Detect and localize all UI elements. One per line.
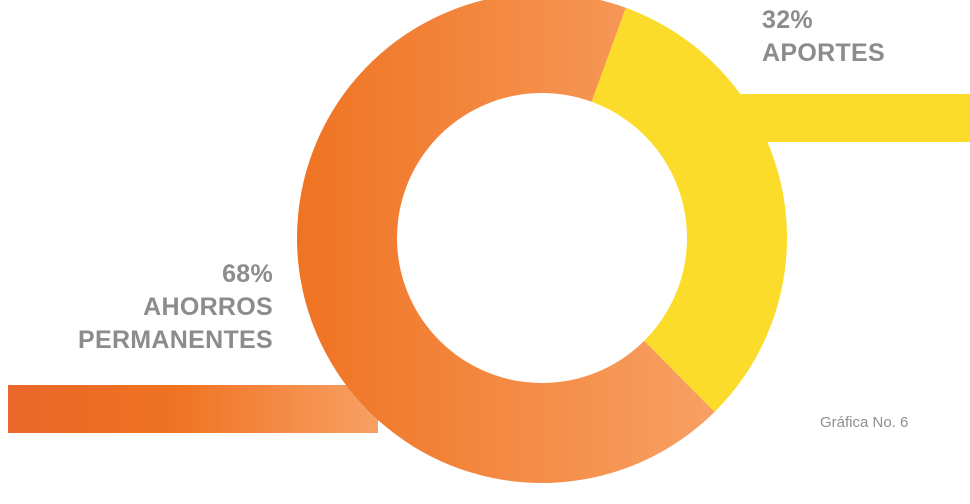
label-aportes: 32% APORTES — [762, 4, 885, 70]
aportes-percent: 32% — [762, 6, 813, 34]
chart-caption: Gráfica No. 6 — [820, 414, 909, 431]
ahorros-name-line1: AHORROS — [143, 293, 273, 321]
slice-aportes — [591, 7, 787, 412]
leader-bar-ahorros — [8, 385, 378, 433]
aportes-name: APORTES — [762, 39, 885, 67]
ahorros-percent: 68% — [222, 260, 273, 288]
chart-marks — [8, 0, 970, 483]
label-ahorros: 68% AHORROS PERMANENTES — [78, 258, 273, 357]
slice-ahorros-permanentes — [297, 0, 715, 483]
ahorros-name-line2: PERMANENTES — [78, 326, 273, 354]
